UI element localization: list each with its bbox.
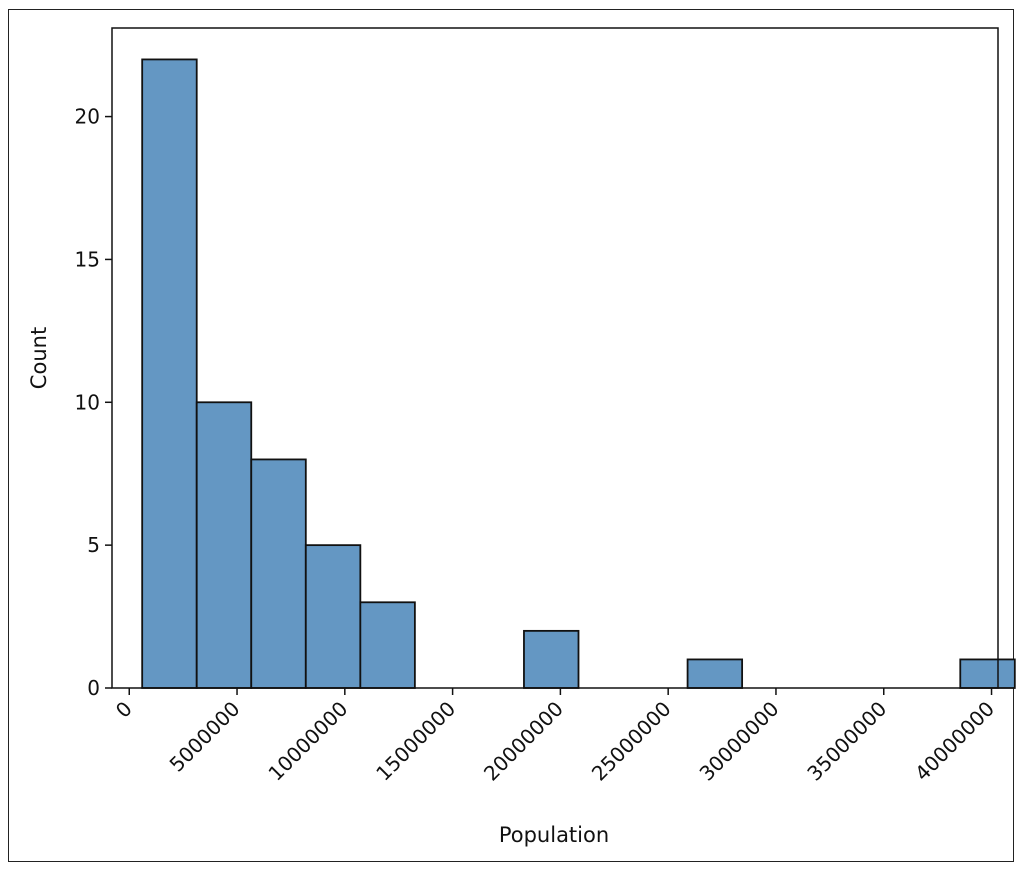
y-axis-label: Count <box>27 327 51 389</box>
x-tick-label: 40000000 <box>910 697 999 786</box>
y-tick-label: 15 <box>75 247 100 271</box>
histogram-bar <box>686 658 744 689</box>
y-tick-label: 5 <box>87 533 100 557</box>
x-tick-label: 30000000 <box>695 697 784 786</box>
histogram-bar <box>195 401 253 689</box>
histogram-bar <box>359 601 416 689</box>
y-tick-label: 10 <box>75 390 100 414</box>
x-tick-label: 0 <box>111 697 137 723</box>
plot-border <box>111 27 999 689</box>
x-tick-label: 35000000 <box>802 697 891 786</box>
y-tick-label: 20 <box>75 105 100 129</box>
histogram-bar <box>304 544 362 689</box>
histogram-bar <box>959 658 1016 689</box>
y-tick-label: 0 <box>87 676 100 700</box>
histogram-bar <box>523 629 580 689</box>
histogram-bar <box>141 58 198 689</box>
x-tick-label: 15000000 <box>371 697 460 786</box>
histogram-bar <box>250 458 307 689</box>
x-tick-label: 10000000 <box>263 697 352 786</box>
x-tick-label: 25000000 <box>587 697 676 786</box>
x-axis-label: Population <box>499 823 609 847</box>
x-tick-label: 5000000 <box>165 697 245 777</box>
bars-group <box>141 58 1016 689</box>
x-tick-label: 20000000 <box>479 697 568 786</box>
